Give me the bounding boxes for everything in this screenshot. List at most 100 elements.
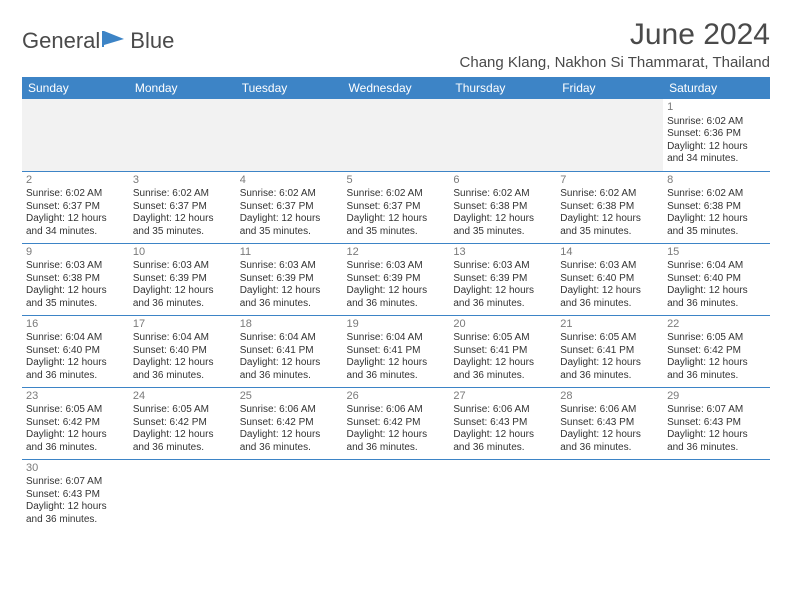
calendar-row: 9Sunrise: 6:03 AMSunset: 6:38 PMDaylight…	[22, 243, 770, 315]
sunset-line: Sunset: 6:40 PM	[667, 273, 766, 286]
day-header: Friday	[556, 77, 663, 99]
calendar-cell: 20Sunrise: 6:05 AMSunset: 6:41 PMDayligh…	[449, 315, 556, 387]
calendar-cell: 6Sunrise: 6:02 AMSunset: 6:38 PMDaylight…	[449, 171, 556, 243]
day-header: Thursday	[449, 77, 556, 99]
calendar-cell: 4Sunrise: 6:02 AMSunset: 6:37 PMDaylight…	[236, 171, 343, 243]
daylight-line: Daylight: 12 hours and 36 minutes.	[453, 429, 552, 454]
sunrise-line: Sunrise: 6:07 AM	[667, 404, 766, 417]
sunrise-line: Sunrise: 6:02 AM	[667, 116, 766, 129]
calendar-cell: 28Sunrise: 6:06 AMSunset: 6:43 PMDayligh…	[556, 387, 663, 459]
day-header: Sunday	[22, 77, 129, 99]
daylight-line: Daylight: 12 hours and 36 minutes.	[26, 429, 125, 454]
daylight-line: Daylight: 12 hours and 36 minutes.	[667, 357, 766, 382]
daylight-line: Daylight: 12 hours and 36 minutes.	[560, 429, 659, 454]
day-header: Wednesday	[343, 77, 450, 99]
daylight-line: Daylight: 12 hours and 36 minutes.	[347, 285, 446, 310]
daylight-line: Daylight: 12 hours and 36 minutes.	[26, 501, 125, 526]
sunrise-line: Sunrise: 6:05 AM	[133, 404, 232, 417]
daylight-line: Daylight: 12 hours and 35 minutes.	[26, 285, 125, 310]
sunset-line: Sunset: 6:41 PM	[453, 345, 552, 358]
calendar-cell: 18Sunrise: 6:04 AMSunset: 6:41 PMDayligh…	[236, 315, 343, 387]
sunset-line: Sunset: 6:38 PM	[667, 201, 766, 214]
daylight-line: Daylight: 12 hours and 35 minutes.	[347, 213, 446, 238]
sunset-line: Sunset: 6:43 PM	[560, 417, 659, 430]
sunrise-line: Sunrise: 6:06 AM	[453, 404, 552, 417]
day-number: 22	[667, 318, 766, 332]
calendar-cell: 24Sunrise: 6:05 AMSunset: 6:42 PMDayligh…	[129, 387, 236, 459]
calendar-cell: 27Sunrise: 6:06 AMSunset: 6:43 PMDayligh…	[449, 387, 556, 459]
sunset-line: Sunset: 6:39 PM	[240, 273, 339, 286]
calendar-cell	[236, 99, 343, 171]
logo-text-blue: Blue	[130, 28, 174, 54]
day-number: 5	[347, 174, 446, 188]
sunset-line: Sunset: 6:38 PM	[453, 201, 552, 214]
sunrise-line: Sunrise: 6:04 AM	[26, 332, 125, 345]
daylight-line: Daylight: 12 hours and 34 minutes.	[26, 213, 125, 238]
sunrise-line: Sunrise: 6:06 AM	[347, 404, 446, 417]
day-number: 7	[560, 174, 659, 188]
daylight-line: Daylight: 12 hours and 36 minutes.	[667, 285, 766, 310]
sunset-line: Sunset: 6:37 PM	[133, 201, 232, 214]
daylight-line: Daylight: 12 hours and 36 minutes.	[667, 429, 766, 454]
sunrise-line: Sunrise: 6:03 AM	[560, 260, 659, 273]
day-header-row: SundayMondayTuesdayWednesdayThursdayFrid…	[22, 77, 770, 99]
daylight-line: Daylight: 12 hours and 35 minutes.	[560, 213, 659, 238]
calendar-cell: 26Sunrise: 6:06 AMSunset: 6:42 PMDayligh…	[343, 387, 450, 459]
sunrise-line: Sunrise: 6:03 AM	[453, 260, 552, 273]
calendar-cell: 22Sunrise: 6:05 AMSunset: 6:42 PMDayligh…	[663, 315, 770, 387]
calendar-cell	[663, 459, 770, 531]
sunset-line: Sunset: 6:43 PM	[667, 417, 766, 430]
sunrise-line: Sunrise: 6:07 AM	[26, 476, 125, 489]
daylight-line: Daylight: 12 hours and 35 minutes.	[240, 213, 339, 238]
sunrise-line: Sunrise: 6:05 AM	[453, 332, 552, 345]
day-number: 28	[560, 390, 659, 404]
sunset-line: Sunset: 6:37 PM	[240, 201, 339, 214]
day-header: Saturday	[663, 77, 770, 99]
calendar-row: 23Sunrise: 6:05 AMSunset: 6:42 PMDayligh…	[22, 387, 770, 459]
calendar-cell: 25Sunrise: 6:06 AMSunset: 6:42 PMDayligh…	[236, 387, 343, 459]
sunset-line: Sunset: 6:42 PM	[667, 345, 766, 358]
calendar-cell: 19Sunrise: 6:04 AMSunset: 6:41 PMDayligh…	[343, 315, 450, 387]
day-number: 20	[453, 318, 552, 332]
calendar-cell	[343, 99, 450, 171]
daylight-line: Daylight: 12 hours and 35 minutes.	[453, 213, 552, 238]
calendar-row: 30Sunrise: 6:07 AMSunset: 6:43 PMDayligh…	[22, 459, 770, 531]
calendar-row: 2Sunrise: 6:02 AMSunset: 6:37 PMDaylight…	[22, 171, 770, 243]
sunset-line: Sunset: 6:39 PM	[347, 273, 446, 286]
title-block: June 2024 Chang Klang, Nakhon Si Thammar…	[460, 18, 770, 71]
day-number: 3	[133, 174, 232, 188]
sunrise-line: Sunrise: 6:02 AM	[347, 188, 446, 201]
daylight-line: Daylight: 12 hours and 35 minutes.	[667, 213, 766, 238]
sunset-line: Sunset: 6:41 PM	[347, 345, 446, 358]
day-header: Tuesday	[236, 77, 343, 99]
calendar-cell: 13Sunrise: 6:03 AMSunset: 6:39 PMDayligh…	[449, 243, 556, 315]
sunset-line: Sunset: 6:42 PM	[347, 417, 446, 430]
daylight-line: Daylight: 12 hours and 36 minutes.	[560, 285, 659, 310]
calendar-cell: 30Sunrise: 6:07 AMSunset: 6:43 PMDayligh…	[22, 459, 129, 531]
daylight-line: Daylight: 12 hours and 36 minutes.	[347, 429, 446, 454]
calendar-cell: 16Sunrise: 6:04 AMSunset: 6:40 PMDayligh…	[22, 315, 129, 387]
sunrise-line: Sunrise: 6:02 AM	[667, 188, 766, 201]
calendar-cell	[556, 99, 663, 171]
sunrise-line: Sunrise: 6:03 AM	[26, 260, 125, 273]
sunset-line: Sunset: 6:39 PM	[453, 273, 552, 286]
sunrise-line: Sunrise: 6:03 AM	[240, 260, 339, 273]
sunrise-line: Sunrise: 6:04 AM	[240, 332, 339, 345]
calendar-cell: 3Sunrise: 6:02 AMSunset: 6:37 PMDaylight…	[129, 171, 236, 243]
calendar-cell: 29Sunrise: 6:07 AMSunset: 6:43 PMDayligh…	[663, 387, 770, 459]
day-number: 21	[560, 318, 659, 332]
day-number: 11	[240, 246, 339, 260]
day-number: 9	[26, 246, 125, 260]
sunrise-line: Sunrise: 6:03 AM	[133, 260, 232, 273]
sunrise-line: Sunrise: 6:03 AM	[347, 260, 446, 273]
sunrise-line: Sunrise: 6:05 AM	[26, 404, 125, 417]
calendar-row: 1Sunrise: 6:02 AMSunset: 6:36 PMDaylight…	[22, 99, 770, 171]
sunset-line: Sunset: 6:38 PM	[26, 273, 125, 286]
sunset-line: Sunset: 6:40 PM	[560, 273, 659, 286]
calendar-cell: 8Sunrise: 6:02 AMSunset: 6:38 PMDaylight…	[663, 171, 770, 243]
calendar-cell	[129, 459, 236, 531]
calendar-cell: 14Sunrise: 6:03 AMSunset: 6:40 PMDayligh…	[556, 243, 663, 315]
day-number: 18	[240, 318, 339, 332]
day-header: Monday	[129, 77, 236, 99]
daylight-line: Daylight: 12 hours and 35 minutes.	[133, 213, 232, 238]
